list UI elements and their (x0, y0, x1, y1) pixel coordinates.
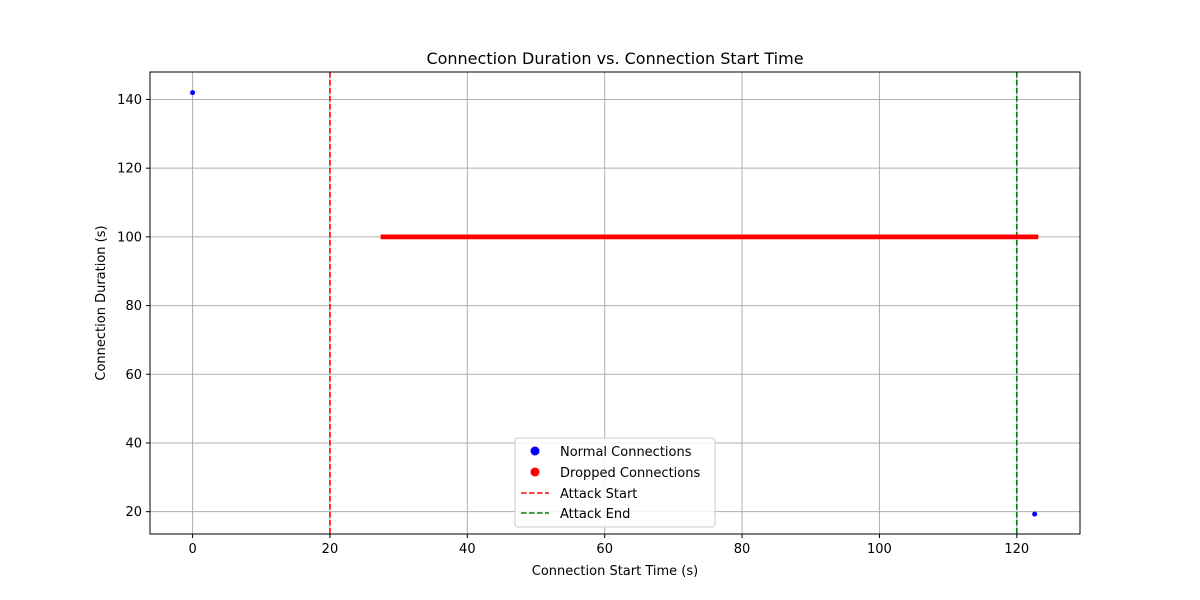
x-tick-label: 0 (188, 542, 196, 557)
x-tick-label: 60 (596, 542, 613, 557)
x-tick-label: 80 (734, 542, 751, 557)
legend-label-attack-start: Attack Start (560, 487, 637, 502)
y-tick-label: 20 (125, 505, 142, 520)
legend-label-attack-end: Attack End (560, 507, 630, 522)
reference-lines (329, 72, 1018, 534)
y-tick-label: 40 (125, 436, 142, 451)
x-tick-label: 40 (459, 542, 476, 557)
x-axis-label: Connection Start Time (s) (532, 564, 698, 579)
legend-marker-dropped (530, 467, 540, 477)
chart-title: Connection Duration vs. Connection Start… (426, 49, 803, 68)
normal-connection-point (190, 90, 196, 96)
y-tick-label: 80 (125, 299, 142, 314)
y-tick-label: 120 (117, 162, 142, 177)
plot-frame (149, 71, 1081, 535)
legend-label-normal: Normal Connections (560, 445, 692, 460)
legend: Normal Connections Dropped Connections A… (514, 437, 716, 528)
y-tick-label: 140 (117, 93, 142, 108)
x-tick-label: 120 (1004, 542, 1029, 557)
normal-connection-point (1032, 511, 1038, 517)
y-tick-label: 60 (125, 368, 142, 383)
x-axis-ticks: 0 20 40 60 80 100 120 (188, 534, 1029, 557)
grid-lines (150, 72, 1080, 534)
legend-marker-normal (530, 446, 540, 456)
legend-box (514, 437, 716, 528)
x-tick-label: 20 (322, 542, 339, 557)
legend-label-dropped: Dropped Connections (560, 466, 700, 481)
data-points (190, 90, 1039, 517)
x-tick-label: 100 (867, 542, 892, 557)
y-axis-label: Connection Duration (s) (94, 225, 109, 380)
y-axis-ticks: 20 40 60 80 100 120 140 (117, 93, 150, 520)
y-tick-label: 100 (117, 230, 142, 245)
